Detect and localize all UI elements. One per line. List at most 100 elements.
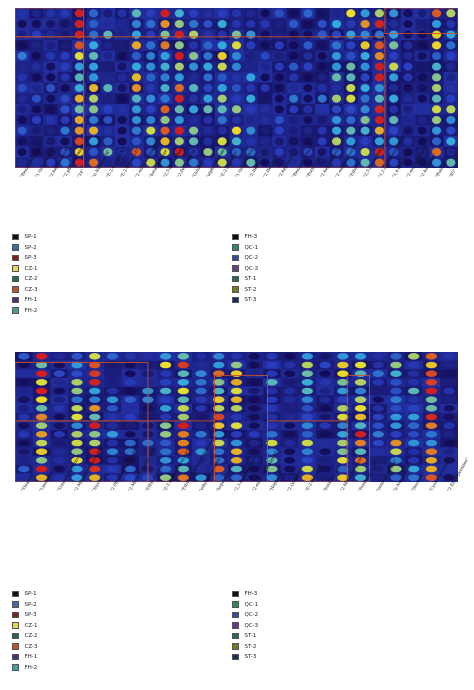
heatmap-spot: [53, 439, 65, 447]
heatmap-spot: [248, 474, 260, 481]
heatmap-spot: [372, 387, 384, 395]
heatmap-spot: [74, 137, 84, 146]
heatmap-spot: [89, 73, 99, 82]
heatmap-spot: [346, 62, 356, 71]
legend-label: SP-3: [24, 612, 37, 618]
heatmap-spot: [374, 41, 384, 50]
heatmap-spot: [248, 370, 260, 377]
heatmap-spot: [146, 105, 156, 114]
heatmap-spot: [230, 413, 243, 421]
heatmap-spot: [231, 147, 242, 157]
heatmap-spot: [124, 353, 136, 360]
legend-swatch: [232, 632, 239, 640]
heatmap-spot: [231, 115, 242, 125]
heatmap-spot: [289, 41, 299, 50]
heatmap-spot: [303, 62, 313, 71]
heatmap-spot: [260, 73, 270, 82]
heatmap-spot: [360, 147, 370, 157]
legend-label: CZ-2: [24, 276, 38, 282]
heatmap-spot: [319, 361, 331, 369]
heatmap-spot: [177, 439, 190, 447]
heatmap-spot: [408, 387, 420, 395]
heatmap-spot: [246, 51, 256, 61]
heatmap-spot: [446, 94, 456, 103]
heatmap-spot: [103, 94, 113, 103]
heatmap-spot: [230, 474, 243, 481]
heatmap-spot: [103, 115, 113, 125]
heatmap-spot: [117, 147, 127, 157]
heatmap-spot: [403, 147, 413, 157]
heatmap-spot: [266, 353, 278, 360]
compound-label: "85": [447, 168, 457, 179]
heatmap-spot: [417, 83, 427, 93]
heatmap-spot: [389, 105, 399, 114]
heatmap-spot: [160, 73, 170, 82]
heatmap-spot: [177, 396, 190, 403]
heatmap-spot: [89, 83, 99, 93]
heatmap-spot: [431, 19, 442, 29]
heatmap-spot: [360, 62, 370, 71]
legend-item: CZ-1: [12, 265, 38, 273]
heatmap-spot: [131, 147, 142, 157]
heatmap-spot: [46, 94, 56, 103]
heatmap-spot: [89, 41, 99, 50]
heatmap-spot: [124, 457, 136, 464]
heatmap-spot: [417, 73, 427, 82]
heatmap-spot: [389, 147, 399, 157]
heatmap-spot: [46, 41, 56, 50]
heatmap-spot: [360, 9, 370, 18]
heatmap-spot: [31, 41, 42, 50]
heatmap-spot: [106, 387, 119, 395]
heatmap-spot: [283, 439, 296, 447]
heatmap-spot: [301, 439, 314, 447]
heatmap-spot: [103, 51, 113, 61]
heatmap-spot: [231, 19, 242, 29]
heatmap-spot: [408, 457, 420, 464]
heatmap-spot: [213, 361, 225, 369]
heatmap-spot: [425, 405, 438, 412]
heatmap-spot: [289, 19, 299, 29]
heatmap-spot: [31, 105, 42, 114]
heatmap-spot: [53, 370, 65, 377]
legend-label: FH-2: [24, 307, 38, 314]
heatmap-spot: [246, 158, 256, 167]
heatmap-spot: [18, 439, 30, 447]
heatmap-spot: [301, 474, 314, 481]
legend-item: QC-1: [232, 244, 258, 252]
heatmap-spot: [189, 9, 199, 18]
heatmap-spot: [431, 115, 442, 125]
heatmap-spot: [230, 422, 243, 429]
heatmap-spot: [390, 448, 402, 455]
heatmap-spot: [189, 137, 199, 146]
heatmap-spot: [46, 30, 56, 39]
legend-swatch: [12, 611, 19, 619]
heatmap-spot: [303, 115, 313, 125]
heatmap-spot: [337, 439, 349, 447]
legend-swatch: [232, 653, 239, 661]
heatmap-spot: [60, 83, 70, 93]
heatmap-spot: [89, 353, 101, 360]
heatmap-spot: [260, 41, 270, 50]
heatmap-spot: [17, 19, 27, 29]
heatmap-spot: [60, 19, 70, 29]
heatmap-spot: [174, 147, 184, 157]
heatmap-spot: [31, 147, 42, 157]
legend-label: ST-3: [244, 297, 257, 303]
heatmap-spot: [443, 396, 455, 403]
heatmap-spot: [213, 396, 225, 403]
heatmap-spot: [303, 51, 313, 61]
heatmap-spot: [18, 405, 30, 412]
heatmap-spot: [417, 115, 427, 125]
heatmap-spot: [403, 41, 413, 50]
heatmap-spot: [160, 83, 170, 93]
heatmap-spot: [346, 115, 356, 125]
heatmap-spot: [331, 62, 342, 71]
heatmap-spot: [248, 361, 260, 369]
heatmap-spot: [53, 353, 65, 360]
heatmap-spot: [203, 105, 213, 114]
heatmap-spot: [53, 422, 65, 429]
heatmap-spot: [289, 62, 299, 71]
heatmap-spot: [319, 405, 331, 412]
heatmap-spot: [346, 9, 356, 18]
heatmap-spot: [425, 387, 438, 395]
